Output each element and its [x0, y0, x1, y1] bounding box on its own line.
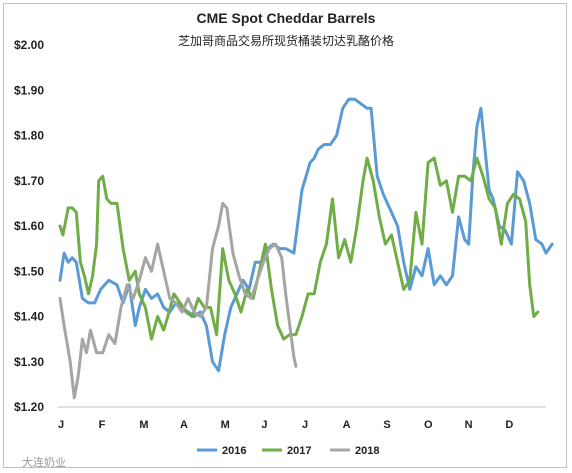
- legend-label-2018: 2018: [355, 445, 379, 457]
- x-tick-label: M: [221, 419, 230, 431]
- y-tick-label: $1.20: [14, 400, 44, 414]
- x-tick-label: O: [424, 419, 433, 431]
- y-tick-label: $2.00: [14, 38, 44, 52]
- y-tick-label: $1.60: [14, 219, 44, 233]
- y-tick-label: $1.40: [14, 310, 44, 324]
- legend-label-2016: 2016: [222, 445, 246, 457]
- x-tick-label: S: [383, 419, 390, 431]
- x-tick-label: J: [261, 419, 267, 431]
- x-tick-label: N: [465, 419, 473, 431]
- chart-title: CME Spot Cheddar Barrels: [196, 10, 376, 26]
- x-tick-label: F: [99, 419, 106, 431]
- x-tick-label: J: [58, 419, 64, 431]
- x-tick-label: A: [343, 419, 351, 431]
- series-line-2018: [58, 201, 298, 400]
- y-tick-label: $1.80: [14, 129, 44, 143]
- y-tick-label: $1.50: [14, 264, 44, 278]
- y-tick-label: $1.90: [14, 83, 44, 97]
- y-tick-label: $1.70: [14, 174, 44, 188]
- legend-label-2017: 2017: [287, 445, 311, 457]
- x-tick-label: D: [505, 419, 513, 431]
- y-tick-label: $1.30: [14, 355, 44, 369]
- x-tick-label: M: [139, 419, 148, 431]
- series-line-2017: [58, 156, 540, 341]
- chart-subtitle: 芝加哥商品交易所现货桶装切达乳酪价格: [177, 34, 394, 48]
- x-tick-label: A: [180, 419, 188, 431]
- watermark-text: 大连奶业: [22, 455, 66, 469]
- x-tick-label: J: [302, 419, 308, 431]
- series-line-2016: [58, 97, 554, 373]
